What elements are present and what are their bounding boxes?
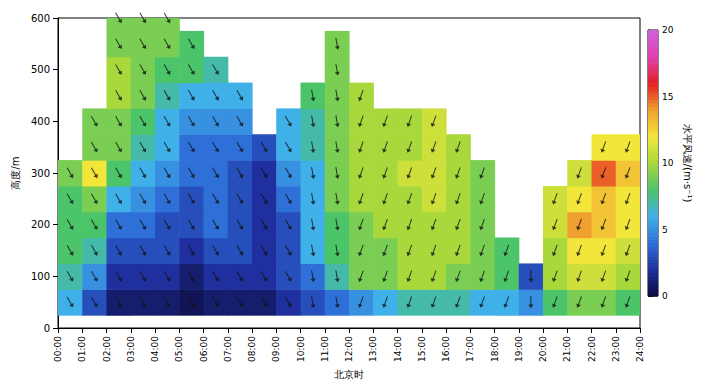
svg-text:08:00: 08:00: [247, 336, 257, 362]
svg-text:北京时: 北京时: [334, 369, 364, 380]
svg-text:20:00: 20:00: [538, 336, 548, 362]
svg-text:23:00: 23:00: [611, 336, 621, 362]
svg-text:100: 100: [31, 271, 50, 282]
svg-text:17:00: 17:00: [465, 336, 475, 362]
svg-text:高度/m: 高度/m: [10, 156, 21, 189]
svg-text:18:00: 18:00: [490, 336, 500, 362]
svg-text:06:00: 06:00: [199, 336, 209, 362]
svg-text:10: 10: [662, 158, 674, 168]
svg-text:300: 300: [31, 168, 50, 179]
svg-text:15:00: 15:00: [417, 336, 427, 362]
svg-text:04:00: 04:00: [150, 336, 160, 362]
svg-text:5: 5: [662, 225, 668, 235]
svg-text:500: 500: [31, 64, 50, 75]
svg-text:水平风速/(m·s⁻¹): 水平风速/(m·s⁻¹): [682, 124, 693, 203]
svg-text:01:00: 01:00: [77, 336, 87, 362]
svg-text:600: 600: [31, 13, 50, 24]
svg-text:13:00: 13:00: [368, 336, 378, 362]
svg-text:03:00: 03:00: [126, 336, 136, 362]
svg-text:24:00: 24:00: [635, 336, 645, 362]
svg-text:400: 400: [31, 116, 50, 127]
svg-text:10:00: 10:00: [296, 336, 306, 362]
svg-text:0: 0: [44, 323, 50, 334]
svg-text:05:00: 05:00: [174, 336, 184, 362]
svg-text:20: 20: [662, 25, 674, 35]
svg-text:15: 15: [662, 92, 673, 102]
svg-text:22:00: 22:00: [587, 336, 597, 362]
svg-text:11:00: 11:00: [320, 336, 330, 362]
svg-text:200: 200: [31, 219, 50, 230]
svg-text:16:00: 16:00: [441, 336, 451, 362]
svg-text:07:00: 07:00: [223, 336, 233, 362]
svg-text:0: 0: [662, 291, 668, 301]
svg-text:19:00: 19:00: [514, 336, 524, 362]
svg-text:14:00: 14:00: [393, 336, 403, 362]
svg-text:21:00: 21:00: [562, 336, 572, 362]
svg-text:09:00: 09:00: [271, 336, 281, 362]
svg-text:00:00: 00:00: [53, 336, 63, 362]
svg-text:02:00: 02:00: [102, 336, 112, 362]
svg-text:12:00: 12:00: [344, 336, 354, 362]
